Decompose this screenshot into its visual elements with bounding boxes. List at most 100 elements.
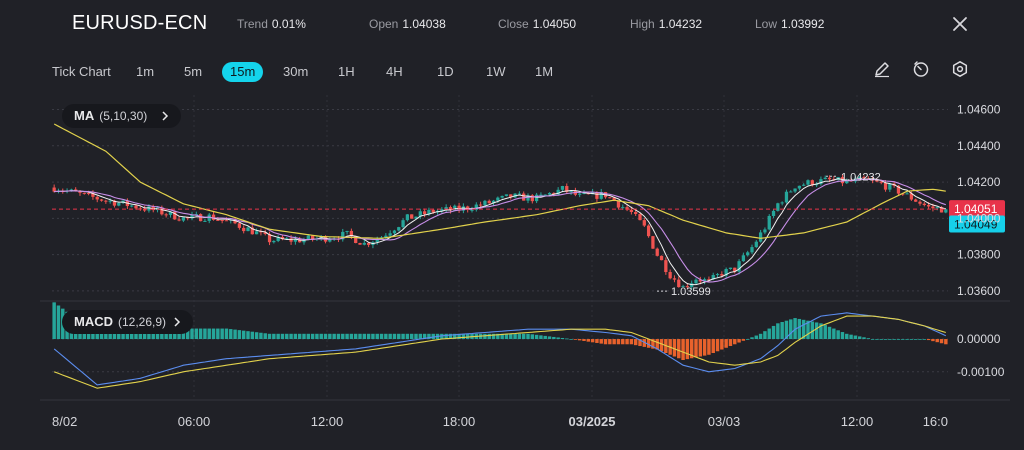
tab-1m-month[interactable]: 1M: [535, 64, 554, 79]
time-tick-label: 12:00: [311, 414, 344, 429]
timer-icon[interactable]: [912, 60, 930, 78]
candle-body: [203, 220, 207, 222]
tab-1d[interactable]: 1D: [437, 64, 454, 79]
macd-histogram-bar: [414, 333, 418, 340]
macd-histogram-bar: [173, 329, 177, 340]
tab-1w[interactable]: 1W: [486, 64, 506, 79]
candle-body: [629, 209, 634, 212]
candle-body: [758, 232, 763, 242]
candle-body: [931, 206, 935, 209]
candle-body: [560, 186, 565, 190]
macd-histogram-bar: [737, 339, 741, 343]
candle-body: [173, 211, 177, 220]
candle-body: [599, 192, 603, 199]
tab-1m[interactable]: 1m: [136, 64, 155, 79]
tab-tick-chart[interactable]: Tick Chart: [52, 64, 111, 79]
macd-histogram-bar: [513, 333, 517, 340]
macd-histogram-bar: [689, 339, 694, 359]
candle-body: [728, 267, 733, 269]
tab-1h[interactable]: 1H: [338, 64, 355, 79]
candle-body: [922, 203, 926, 206]
macd-histogram-bar: [870, 339, 875, 340]
macd-histogram-bar: [216, 328, 220, 340]
ma-indicator-params: (5,10,30): [99, 109, 148, 123]
tab-4h[interactable]: 4H: [386, 64, 403, 79]
macd-histogram-bar: [517, 333, 522, 340]
candle-body: [504, 194, 509, 196]
candle-body: [440, 209, 444, 211]
macd-histogram-bar: [728, 339, 733, 347]
macd-indicator-pill[interactable]: MACD (12,26,9): [62, 310, 194, 334]
candle-body: [935, 207, 939, 209]
macd-indicator-name: MACD: [74, 314, 113, 329]
candle-body: [858, 177, 862, 179]
macd-histogram-bar: [577, 339, 582, 341]
macd-histogram-bar: [857, 336, 862, 340]
macd-histogram-bar: [651, 339, 655, 349]
candle-body: [733, 267, 737, 272]
macd-histogram-bar: [845, 333, 849, 340]
candle-body: [306, 235, 310, 240]
macd-histogram-bar: [707, 339, 711, 355]
close-icon[interactable]: [950, 14, 970, 34]
candle-body: [285, 238, 289, 240]
macd-histogram-bar: [543, 335, 547, 340]
candle-body: [655, 248, 659, 256]
macd-tick-label: -0.00100: [957, 365, 1005, 379]
macd-histogram-bar: [147, 332, 151, 340]
candle-body: [522, 193, 526, 201]
candle-body: [233, 219, 237, 224]
pencil-icon[interactable]: [873, 60, 891, 78]
macd-histogram-bar: [117, 333, 121, 340]
candle-body: [418, 211, 422, 217]
macd-histogram-bar: [207, 328, 211, 340]
candle-body: [672, 278, 677, 280]
candle-body: [82, 192, 86, 194]
candle-body: [578, 193, 582, 195]
time-tick-label: 8/02: [52, 414, 77, 429]
candle-body: [276, 236, 280, 241]
candle-body: [117, 202, 121, 206]
macd-histogram-bar: [319, 333, 323, 340]
candle-body: [763, 229, 767, 233]
candle-body: [646, 225, 651, 237]
candle-body: [354, 236, 358, 244]
macd-histogram-bar: [190, 328, 194, 340]
candle-body: [642, 220, 646, 226]
macd-histogram-bar: [612, 339, 616, 345]
candle-body: [448, 207, 453, 211]
macd-histogram-bar: [573, 339, 578, 340]
tab-15m[interactable]: 15m: [222, 62, 264, 82]
candle-body: [151, 206, 155, 211]
candle-body: [134, 205, 138, 209]
macd-histogram-bar: [530, 334, 535, 340]
macd-histogram-bar: [328, 333, 332, 340]
tab-5m[interactable]: 5m: [184, 64, 203, 79]
chart-header: EURUSD-ECN Trend 0.01% Open 1.04038 Close 1…: [0, 0, 1024, 50]
macd-histogram-bar: [241, 330, 246, 340]
candle-body: [746, 252, 750, 256]
candle-body: [272, 240, 276, 243]
stat-label: Low: [755, 17, 778, 31]
macd-histogram-bar: [168, 330, 173, 340]
macd-histogram-bar: [685, 339, 690, 360]
candle-body: [328, 239, 332, 242]
candle-body: [302, 239, 306, 243]
settings-icon[interactable]: [951, 60, 969, 78]
ma-indicator-pill[interactable]: MA (5,10,30): [62, 104, 181, 128]
candle-body: [86, 192, 91, 194]
signal-line: [54, 315, 946, 389]
candle-body: [242, 227, 246, 232]
candle-body: [293, 239, 298, 242]
tab-30m[interactable]: 30m: [283, 64, 309, 79]
macd-histogram-bar: [250, 331, 255, 340]
macd-histogram-bar: [913, 339, 918, 340]
macd-histogram-bar: [254, 332, 259, 340]
candle-body: [177, 219, 181, 221]
candle-body: [767, 215, 771, 230]
macd-histogram-bar: [659, 339, 664, 352]
macd-histogram-bar: [681, 339, 685, 360]
macd-histogram-bar: [547, 336, 552, 340]
candle-body: [470, 209, 474, 211]
